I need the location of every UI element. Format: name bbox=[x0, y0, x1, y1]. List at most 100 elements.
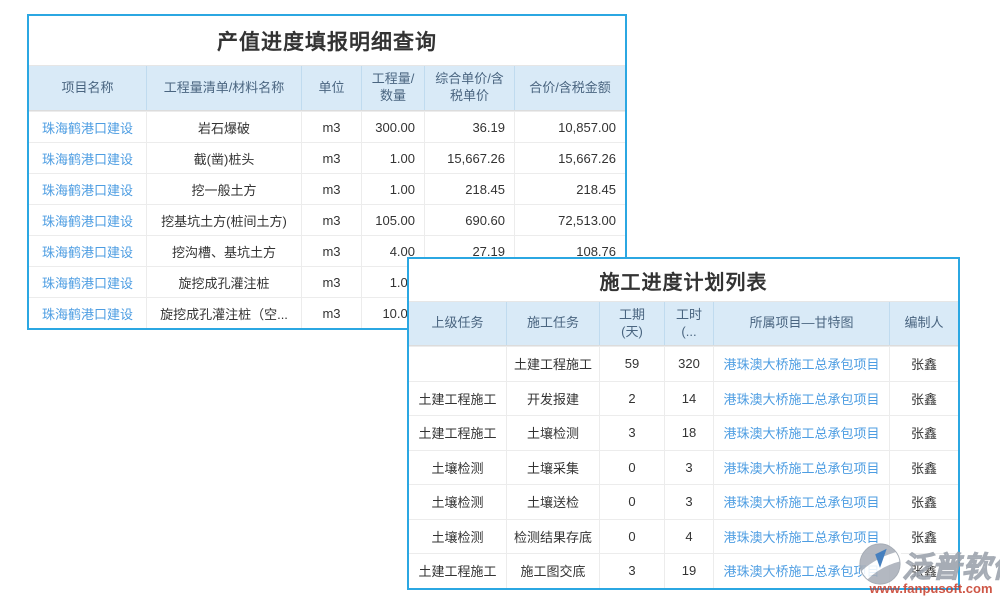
author-cell: 张鑫 bbox=[889, 519, 958, 553]
quantity-cell: 105.00 bbox=[361, 205, 424, 235]
unit-price-cell: 690.60 bbox=[424, 205, 514, 235]
task-cell: 土建工程施工 bbox=[506, 347, 599, 381]
header-project-gantt: 所属项目—甘特图 bbox=[713, 302, 889, 345]
unit-price-cell: 15,667.26 bbox=[424, 143, 514, 173]
table-row: 土建工程施工 开发报建 2 14 港珠澳大桥施工总承包项目 张鑫 bbox=[409, 380, 958, 415]
hours-cell: 19 bbox=[664, 554, 713, 588]
header-work-hours: 工时 (... bbox=[664, 302, 713, 345]
header-unit: 单位 bbox=[301, 66, 361, 110]
project-name-link[interactable]: 珠海鹤港口建设 bbox=[41, 275, 133, 291]
author-cell: 张鑫 bbox=[889, 416, 958, 450]
project-gantt-link[interactable]: 港珠澳大桥施工总承包项目 bbox=[713, 450, 889, 484]
table-row: 珠海鹤港口建设 截(凿)桩头 m3 1.00 15,667.26 15,667.… bbox=[29, 142, 625, 173]
table-row: 土建工程施工 59 320 港珠澳大桥施工总承包项目 张鑫 bbox=[409, 346, 958, 381]
duration-cell: 0 bbox=[599, 519, 664, 553]
boq-name-cell: 旋挖成孔灌注桩 bbox=[146, 267, 301, 297]
unit-price-cell: 218.45 bbox=[424, 174, 514, 204]
boq-name-cell: 挖基坑土方(桩间土方) bbox=[146, 205, 301, 235]
unit-price-cell: 36.19 bbox=[424, 112, 514, 142]
duration-cell: 3 bbox=[599, 554, 664, 588]
boq-name-cell: 挖一般土方 bbox=[146, 174, 301, 204]
header-duration-days: 工期 (天) bbox=[599, 302, 664, 345]
quantity-cell: 10.00 bbox=[361, 298, 424, 328]
unit-cell: m3 bbox=[301, 143, 361, 173]
hours-cell: 14 bbox=[664, 381, 713, 415]
project-gantt-link[interactable]: 港珠澳大桥施工总承包项目 bbox=[713, 485, 889, 519]
boq-name-cell: 挖沟槽、基坑土方 bbox=[146, 236, 301, 266]
hours-cell: 3 bbox=[664, 450, 713, 484]
duration-cell: 2 bbox=[599, 381, 664, 415]
unit-cell: m3 bbox=[301, 236, 361, 266]
unit-cell: m3 bbox=[301, 112, 361, 142]
duration-cell: 59 bbox=[599, 347, 664, 381]
table-row: 珠海鹤港口建设 岩石爆破 m3 300.00 36.19 10,857.00 bbox=[29, 111, 625, 142]
watermark-brand-text: 泛普软件 bbox=[901, 552, 1000, 585]
unit-cell: m3 bbox=[301, 205, 361, 235]
table-row: 土壤检测 土壤送检 0 3 港珠澳大桥施工总承包项目 张鑫 bbox=[409, 484, 958, 519]
header-construction-task: 施工任务 bbox=[506, 302, 599, 345]
author-cell: 张鑫 bbox=[889, 485, 958, 519]
boq-name-cell: 截(凿)桩头 bbox=[146, 143, 301, 173]
quantity-cell: 1.00 bbox=[361, 143, 424, 173]
unit-cell: m3 bbox=[301, 267, 361, 297]
project-name-link[interactable]: 珠海鹤港口建设 bbox=[41, 151, 133, 167]
header-author: 编制人 bbox=[889, 302, 958, 345]
table-row: 土建工程施工 土壤检测 3 18 港珠澳大桥施工总承包项目 张鑫 bbox=[409, 415, 958, 450]
header-parent-task: 上级任务 bbox=[431, 315, 484, 331]
construction-schedule-table: 施工进度计划列表 上级任务 施工任务 工期 (天) 工时 (... 所属项目—甘… bbox=[407, 257, 960, 590]
hours-cell: 320 bbox=[664, 347, 713, 381]
quantity-cell: 4.00 bbox=[361, 236, 424, 266]
hours-cell: 3 bbox=[664, 485, 713, 519]
output-value-table-title: 产值进度填报明细查询 bbox=[29, 16, 625, 66]
task-cell: 检测结果存底 bbox=[506, 519, 599, 553]
unit-price-cell: 27.19 bbox=[424, 236, 514, 266]
watermark-url-text: www.fanpusoft.com bbox=[869, 581, 993, 596]
table-row: 珠海鹤港口建设 挖一般土方 m3 1.00 218.45 218.45 bbox=[29, 173, 625, 204]
amount-cell: 218.45 bbox=[514, 174, 625, 204]
duration-cell: 0 bbox=[599, 485, 664, 519]
amount-cell: 10,857.00 bbox=[514, 112, 625, 142]
table-row: 土壤检测 检测结果存底 0 4 港珠澳大桥施工总承包项目 张鑫 bbox=[409, 518, 958, 553]
duration-cell: 0 bbox=[599, 450, 664, 484]
author-cell: 张鑫 bbox=[889, 381, 958, 415]
quantity-cell: 1.00 bbox=[361, 174, 424, 204]
fanpu-logo-icon bbox=[859, 543, 902, 585]
task-cell: 开发报建 bbox=[506, 381, 599, 415]
project-gantt-link[interactable]: 港珠澳大桥施工总承包项目 bbox=[713, 416, 889, 450]
project-name-link[interactable]: 珠海鹤港口建设 bbox=[41, 306, 133, 322]
output-value-header-row: 项目名称 工程量清单/材料名称 单位 工程量/ 数量 综合单价/含 税单价 合价… bbox=[29, 66, 625, 111]
header-project-name: 项目名称 bbox=[61, 79, 114, 95]
schedule-header-row: 上级任务 施工任务 工期 (天) 工时 (... 所属项目—甘特图 编制人 bbox=[409, 302, 958, 346]
hours-cell: 4 bbox=[664, 519, 713, 553]
amount-cell: 15,667.26 bbox=[514, 143, 625, 173]
unit-cell: m3 bbox=[301, 174, 361, 204]
task-cell: 土壤检测 bbox=[506, 416, 599, 450]
project-gantt-link[interactable]: 港珠澳大桥施工总承包项目 bbox=[713, 519, 889, 553]
parent-task-cell bbox=[409, 347, 506, 381]
project-gantt-link[interactable]: 港珠澳大桥施工总承包项目 bbox=[713, 381, 889, 415]
header-boq-material-name: 工程量清单/材料名称 bbox=[146, 66, 301, 110]
task-cell: 施工图交底 bbox=[506, 554, 599, 588]
fanpu-watermark: 泛普软件 www.fanpusoft.com bbox=[856, 542, 1000, 598]
project-gantt-link[interactable]: 港珠澳大桥施工总承包项目 bbox=[713, 347, 889, 381]
project-name-link[interactable]: 珠海鹤港口建设 bbox=[41, 244, 133, 260]
quantity-cell: 300.00 bbox=[361, 112, 424, 142]
schedule-table-title: 施工进度计划列表 bbox=[409, 259, 958, 302]
table-row: 珠海鹤港口建设 挖基坑土方(桩间土方) m3 105.00 690.60 72,… bbox=[29, 204, 625, 235]
parent-task-cell: 土壤检测 bbox=[431, 460, 484, 476]
author-cell: 张鑫 bbox=[889, 450, 958, 484]
project-gantt-link[interactable]: 港珠澳大桥施工总承包项目 bbox=[713, 554, 889, 588]
project-name-link[interactable]: 珠海鹤港口建设 bbox=[41, 182, 133, 198]
amount-cell: 72,513.00 bbox=[514, 205, 625, 235]
header-quantity: 工程量/ 数量 bbox=[361, 66, 424, 110]
parent-task-cell: 土壤检测 bbox=[431, 529, 484, 545]
unit-cell: m3 bbox=[301, 298, 361, 328]
parent-task-cell: 土建工程施工 bbox=[418, 391, 497, 407]
amount-cell: 108.76 bbox=[514, 236, 625, 266]
boq-name-cell: 岩石爆破 bbox=[146, 112, 301, 142]
project-name-link[interactable]: 珠海鹤港口建设 bbox=[41, 120, 133, 136]
author-cell: 张鑫 bbox=[889, 347, 958, 381]
boq-name-cell: 旋挖成孔灌注桩（空... bbox=[146, 298, 301, 328]
output-value-detail-table: 产值进度填报明细查询 项目名称 工程量清单/材料名称 单位 工程量/ 数量 综合… bbox=[27, 14, 627, 330]
project-name-link[interactable]: 珠海鹤港口建设 bbox=[41, 213, 133, 229]
